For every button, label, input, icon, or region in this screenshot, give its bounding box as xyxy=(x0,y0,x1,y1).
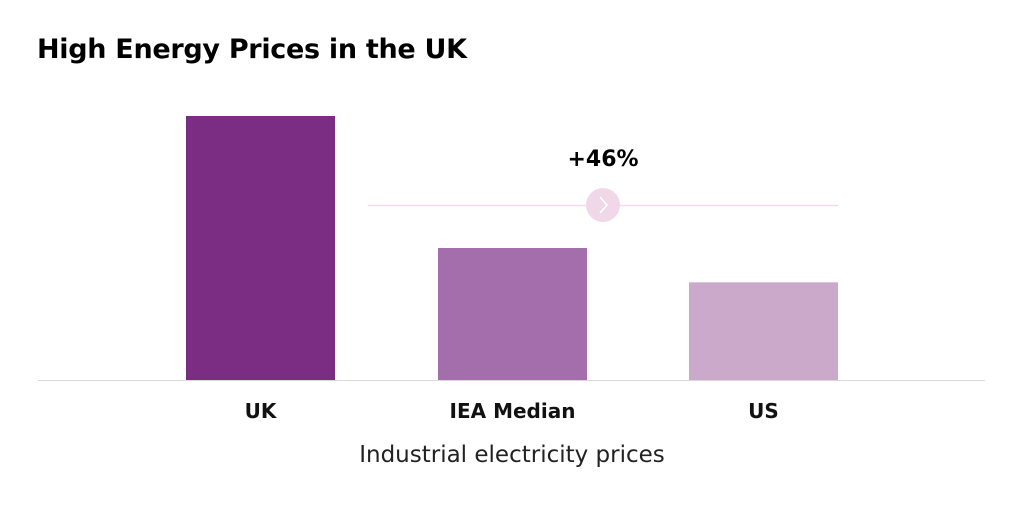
bar-uk xyxy=(186,116,335,380)
bar-us xyxy=(689,282,838,380)
x-tick-label: US xyxy=(748,399,779,423)
x-tick-label: IEA Median xyxy=(450,399,576,423)
annotation: +46% xyxy=(368,147,838,222)
annotation-label: +46% xyxy=(567,147,638,172)
x-axis-title-text: Industrial electricity prices xyxy=(359,442,665,468)
bar-iea-median xyxy=(438,248,587,380)
x-tick-label: UK xyxy=(245,399,278,423)
x-axis-title: Industrial electricity prices xyxy=(0,442,1024,468)
chart-title: High Energy Prices in the UK xyxy=(37,34,467,65)
chevron-right-icon xyxy=(586,188,620,222)
